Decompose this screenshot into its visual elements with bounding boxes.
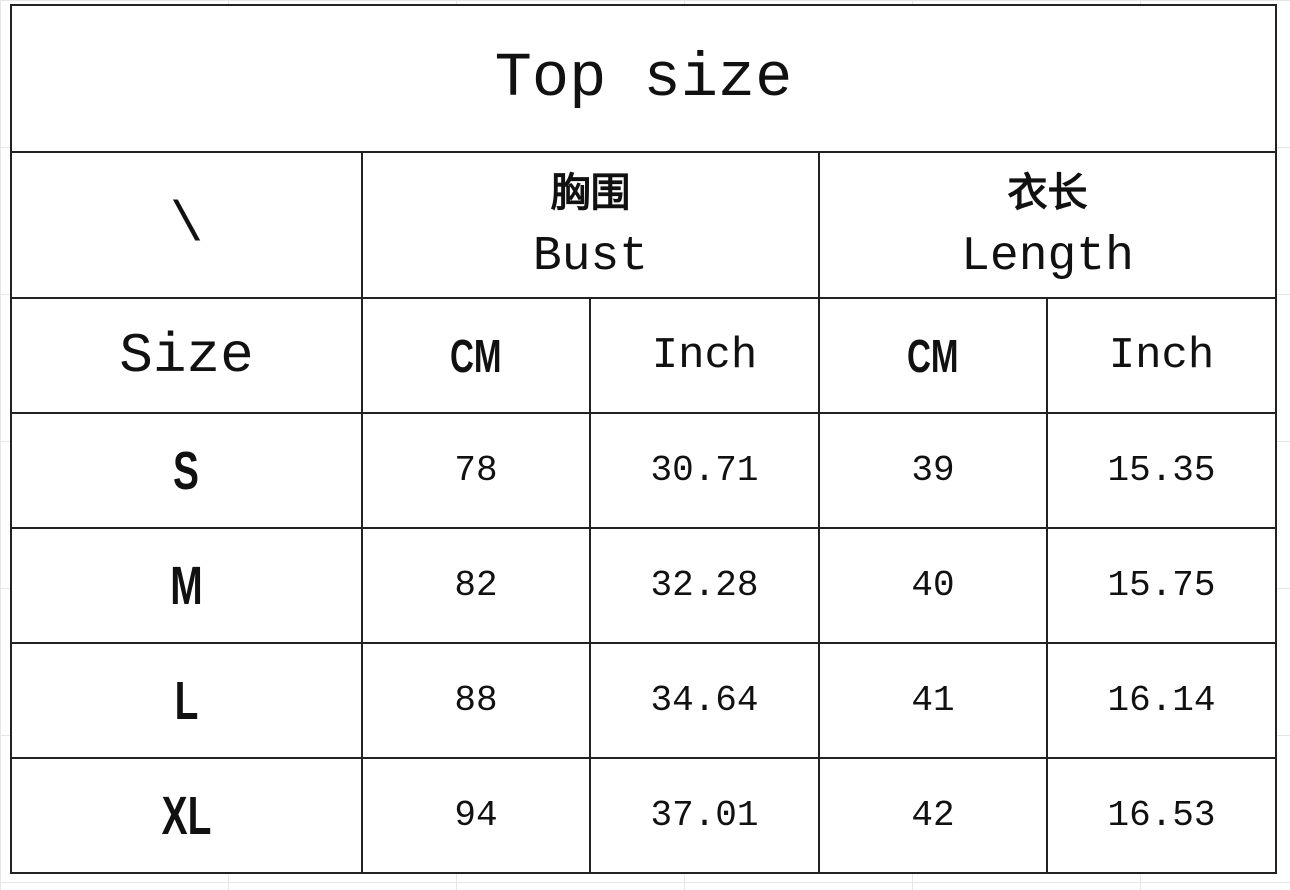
size-cell: S	[10, 412, 363, 529]
length-cm-cell: 39	[818, 412, 1048, 529]
table-title: Top size	[10, 4, 1277, 153]
size-cell: XL	[10, 757, 363, 874]
bust-header: 胸围 Bust	[361, 151, 820, 299]
size-header: Size	[10, 297, 363, 414]
length-cm-cell: 40	[818, 527, 1048, 644]
bust-cm-header: CM	[361, 297, 591, 414]
bust-inch-cell: 37.01	[589, 757, 820, 874]
size-cell: L	[10, 642, 363, 759]
length-inch-cell: 15.35	[1046, 412, 1277, 529]
table-row: M 82 32.28 40 15.75	[10, 527, 1277, 644]
bust-cm-cell: 88	[361, 642, 591, 759]
length-cm-cell: 42	[818, 757, 1048, 874]
bust-cm-cell: 78	[361, 412, 591, 529]
table-row: XL 94 37.01 42 16.53	[10, 757, 1277, 874]
table-row: S 78 30.71 39 15.35	[10, 412, 1277, 529]
bust-cm-cell: 82	[361, 527, 591, 644]
size-cell: M	[10, 527, 363, 644]
length-cm-cell: 41	[818, 642, 1048, 759]
length-inch-cell: 16.53	[1046, 757, 1277, 874]
length-inch-cell: 16.14	[1046, 642, 1277, 759]
bust-en: Bust	[532, 230, 649, 284]
bust-cn: 胸围	[550, 170, 631, 216]
length-inch-cell: 15.75	[1046, 527, 1277, 644]
length-cn: 衣长	[1007, 170, 1088, 216]
length-inch-header: Inch	[1046, 297, 1277, 414]
table-row: L 88 34.64 41 16.14	[10, 642, 1277, 759]
size-chart-table: Top size \ 胸围 Bust 衣长 Length Size CM Inch …	[10, 4, 1277, 874]
corner-cell: \	[10, 151, 363, 299]
bust-inch-header: Inch	[589, 297, 820, 414]
length-cm-header: CM	[818, 297, 1048, 414]
length-en: Length	[961, 230, 1134, 284]
bust-inch-cell: 32.28	[589, 527, 820, 644]
length-header: 衣长 Length	[818, 151, 1277, 299]
bust-inch-cell: 30.71	[589, 412, 820, 529]
bust-inch-cell: 34.64	[589, 642, 820, 759]
bust-cm-cell: 94	[361, 757, 591, 874]
